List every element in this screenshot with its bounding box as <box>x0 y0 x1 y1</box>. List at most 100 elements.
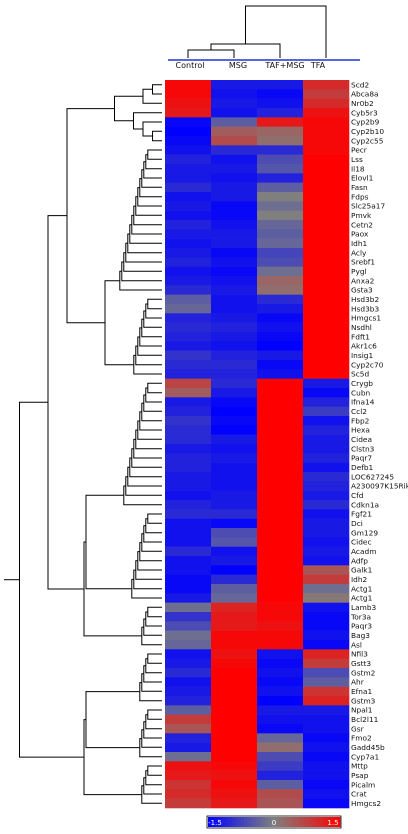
heatmap-cell <box>257 472 304 482</box>
gene-label: Bcl2l11 <box>351 715 379 724</box>
heatmap-cell <box>211 360 258 370</box>
colorbar-segment <box>334 817 338 827</box>
heatmap-cell <box>165 388 212 398</box>
heatmap-cell <box>303 248 350 258</box>
heatmap-cell <box>211 593 258 603</box>
colorbar-segment <box>301 817 305 827</box>
heatmap-cell <box>211 388 258 398</box>
colorbar-tick-label: 1.5 <box>327 819 338 827</box>
heatmap-cell <box>257 322 304 333</box>
heatmap-cell <box>257 481 304 491</box>
heatmap-cell <box>211 98 258 109</box>
gene-label: LOC627245 <box>351 472 394 481</box>
heatmap-cell <box>165 257 212 267</box>
heatmap-cell <box>211 677 258 687</box>
heatmap-cell <box>165 276 212 286</box>
heatmap-cell <box>165 537 212 547</box>
heatmap-cell <box>211 341 258 351</box>
heatmap-cell <box>165 378 212 389</box>
heatmap-cell <box>303 294 350 305</box>
heatmap-cell <box>165 164 212 174</box>
heatmap-cell <box>303 724 350 734</box>
gene-label: Nsdhl <box>351 323 372 332</box>
dendrogram-branch <box>141 169 162 188</box>
colorbar-segment <box>271 817 275 827</box>
heatmap-cell <box>257 220 304 230</box>
heatmap-cell <box>303 705 350 715</box>
heatmap-cell <box>165 453 212 463</box>
colorbar-segment <box>235 817 239 827</box>
heatmap-cell <box>257 248 304 258</box>
heatmap-cell <box>165 640 212 650</box>
gene-label: Idh1 <box>351 239 368 248</box>
colorbar-segment <box>292 817 296 827</box>
heatmap-cell <box>257 500 304 510</box>
heatmap-cell <box>165 481 212 491</box>
heatmap-cell <box>165 229 212 239</box>
heatmap-cell <box>165 565 212 575</box>
dendrogram-branch <box>147 709 162 720</box>
colorbar-segment <box>262 817 266 827</box>
heatmap-cell <box>257 117 304 127</box>
heatmap-cell <box>303 173 350 183</box>
heatmap-cell <box>257 584 304 594</box>
heatmap-cell <box>257 164 304 174</box>
heatmap-cell <box>303 332 350 342</box>
colorbar-segment <box>253 817 257 827</box>
gene-label: Fdps <box>351 192 369 201</box>
heatmap-cell <box>211 117 258 127</box>
gene-label: Cidec <box>351 538 372 547</box>
heatmap-cell <box>165 434 212 445</box>
heatmap-cell <box>211 154 258 165</box>
heatmap-cell <box>257 360 304 370</box>
heatmap-cell <box>303 677 350 687</box>
dendrogram-branch <box>19 401 84 758</box>
heatmap-cell <box>211 89 258 99</box>
heatmap-cell <box>165 201 212 211</box>
colorbar-segment <box>316 817 320 827</box>
column-label: Control <box>176 61 205 70</box>
heatmap-cell <box>303 350 350 361</box>
heatmap-cell <box>257 201 304 211</box>
heatmap-cell <box>211 481 258 491</box>
heatmap-cell <box>303 453 350 463</box>
gene-label: Cyp2b10 <box>351 127 384 136</box>
colorbar-segment <box>265 817 269 827</box>
dendrogram-branch <box>85 494 132 590</box>
colorbar-segment <box>307 817 311 827</box>
heatmap-cell <box>257 696 304 706</box>
heatmap-cell <box>165 126 212 137</box>
gene-label: Abca8a <box>351 90 379 99</box>
gene-label: Cubn <box>351 388 371 397</box>
gene-label: Bag3 <box>351 631 370 640</box>
gene-label: Cdkn1a <box>351 500 379 509</box>
heatmap-cell <box>303 556 350 566</box>
gene-label: Pmvk <box>351 211 372 220</box>
gene-label: Gsta3 <box>351 286 373 295</box>
heatmap-cell <box>257 182 304 193</box>
heatmap-cell <box>165 341 212 351</box>
heatmap-cell <box>165 192 212 202</box>
gene-label: Defb1 <box>351 463 374 472</box>
heatmap-cell <box>257 621 304 631</box>
heatmap-cell <box>303 593 350 603</box>
gene-label: Paqr3 <box>351 622 372 631</box>
dendrogram-branch <box>147 513 162 524</box>
heatmap-cell <box>165 238 212 249</box>
heatmap-cell <box>303 500 350 510</box>
gene-label: Il18 <box>351 164 365 173</box>
gene-label: Hsd3b2 <box>351 295 379 304</box>
heatmap-cell <box>165 89 212 99</box>
heatmap-cell <box>303 761 350 771</box>
gene-label: Gsr <box>351 724 365 733</box>
heatmap-cell <box>257 490 304 501</box>
gene-label: Pecr <box>351 146 368 155</box>
gene-label: Galk1 <box>351 566 373 575</box>
dendrogram-branch <box>141 318 162 338</box>
gene-label: Lss <box>351 155 363 164</box>
heatmap-cell <box>257 742 304 753</box>
heatmap-cell <box>303 89 350 99</box>
dendrogram-branch <box>245 5 327 58</box>
gene-label: A230097K15Rik <box>351 482 408 491</box>
gene-label: Gm129 <box>351 528 378 537</box>
